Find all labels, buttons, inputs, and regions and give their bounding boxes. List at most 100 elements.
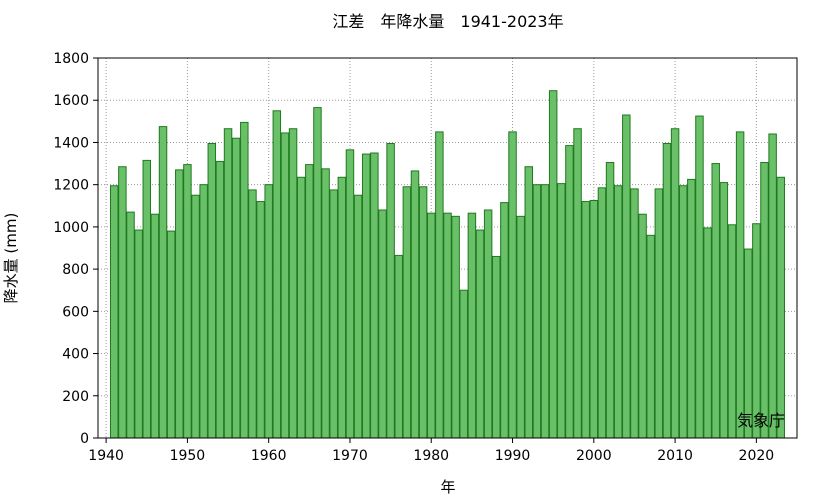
- bar: [126, 211, 135, 439]
- bar: [435, 131, 444, 439]
- bar: [475, 229, 485, 439]
- bar: [443, 212, 452, 439]
- x-tick-label: 1950: [170, 448, 206, 464]
- y-tick-label: 1000: [53, 220, 89, 236]
- bar: [687, 178, 696, 439]
- bar: [427, 212, 436, 439]
- x-tick-label: 1940: [88, 448, 124, 464]
- bar: [329, 189, 338, 439]
- y-axis-label: 降水量 (mm): [2, 213, 20, 304]
- bar: [280, 132, 290, 439]
- bar: [613, 185, 623, 439]
- bar: [394, 254, 403, 439]
- y-tick-label: 600: [62, 304, 89, 320]
- bar: [581, 201, 590, 439]
- bar: [654, 188, 664, 439]
- bar: [223, 128, 233, 439]
- y-tick-label: 0: [80, 431, 89, 447]
- bar: [467, 212, 477, 439]
- bar: [150, 213, 160, 439]
- bar: [256, 201, 265, 439]
- bar: [508, 131, 517, 439]
- bar: [459, 289, 468, 439]
- bar: [589, 200, 599, 439]
- bar: [573, 128, 582, 439]
- bar: [142, 159, 152, 439]
- bar: [118, 166, 127, 439]
- bar: [288, 128, 298, 439]
- bar: [548, 90, 558, 439]
- bar: [191, 194, 200, 439]
- bar: [199, 184, 208, 439]
- bar: [321, 168, 330, 439]
- plot-frame: [97, 57, 798, 439]
- x-axis-label: 年: [440, 478, 455, 496]
- bar: [760, 162, 769, 439]
- bar: [638, 213, 647, 439]
- bar: [605, 162, 615, 439]
- bar: [345, 149, 355, 439]
- bar: [516, 215, 525, 439]
- bar: [768, 133, 777, 439]
- bar: [183, 164, 192, 439]
- bar: [662, 143, 672, 439]
- y-tick-label: 800: [62, 262, 89, 278]
- bar: [386, 143, 395, 439]
- bar: [557, 183, 566, 439]
- source-annotation: 気象庁: [737, 411, 785, 430]
- bar: [110, 185, 119, 439]
- bar: [500, 202, 509, 439]
- bar: [313, 107, 322, 439]
- bar: [402, 186, 412, 439]
- bar: [215, 160, 225, 439]
- x-tick-label: 2010: [657, 448, 693, 464]
- y-tick-label: 1200: [53, 178, 89, 194]
- bar: [134, 229, 143, 439]
- x-tick-label: 1990: [495, 448, 531, 464]
- bar: [451, 215, 460, 439]
- bar: [296, 176, 306, 439]
- bar: [158, 126, 168, 439]
- bar: [166, 230, 176, 439]
- bar: [231, 137, 241, 439]
- bar: [711, 163, 720, 439]
- bar: [622, 114, 631, 439]
- bar: [337, 176, 347, 439]
- bar: [743, 248, 753, 439]
- bar: [240, 121, 249, 439]
- bar: [370, 152, 379, 439]
- bar: [207, 143, 217, 439]
- x-tick-label: 2000: [576, 448, 612, 464]
- x-axis: 1940 1950 1960 1970 1980 1990 2000 2010 2020: [88, 438, 774, 464]
- y-tick-label: 1400: [53, 135, 89, 151]
- y-tick-label: 400: [62, 347, 89, 363]
- bar: [646, 234, 655, 439]
- x-tick-label: 2020: [739, 448, 775, 464]
- bar: [597, 187, 607, 439]
- bar: [752, 223, 761, 439]
- x-tick-label: 1960: [251, 448, 287, 464]
- bar: [670, 128, 680, 439]
- y-tick-label: 1600: [53, 93, 89, 109]
- bars: [110, 90, 785, 439]
- bar: [524, 166, 534, 439]
- bar: [264, 184, 273, 439]
- bar: [565, 145, 574, 439]
- x-tick-label: 1980: [413, 448, 449, 464]
- bar: [532, 184, 542, 439]
- y-tick-label: 1800: [53, 51, 89, 67]
- bar: [353, 194, 363, 439]
- bar: [735, 131, 745, 439]
- bar: [695, 115, 704, 439]
- y-tick-label: 200: [62, 389, 89, 405]
- bar: [378, 209, 387, 439]
- bar: [483, 209, 493, 439]
- bar: [630, 188, 639, 439]
- bar: [719, 182, 729, 439]
- bar: [418, 186, 428, 439]
- bar: [540, 184, 550, 439]
- bar: [492, 255, 501, 439]
- bar: [175, 169, 184, 439]
- y-axis: 0 200 400 600 800 1000 1200 1400 1600 1800: [53, 51, 98, 447]
